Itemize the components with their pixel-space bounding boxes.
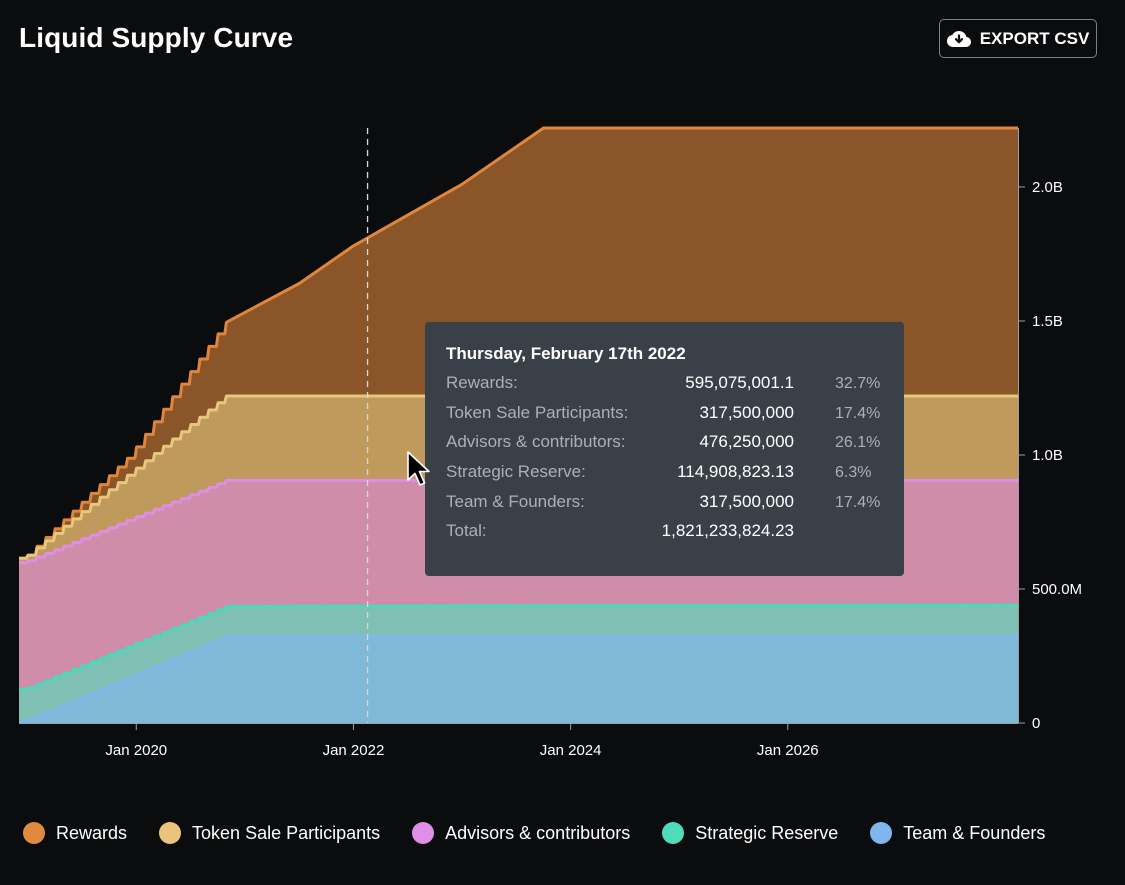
tooltip-label: Strategic Reserve: xyxy=(446,462,586,482)
legend-label: Token Sale Participants xyxy=(192,822,381,843)
export-csv-button[interactable]: EXPORT CSV xyxy=(939,19,1097,58)
tooltip-pct: 6.3% xyxy=(835,464,872,482)
x-tick-label: Jan 2026 xyxy=(757,742,819,759)
x-tick-label: Jan 2022 xyxy=(323,742,385,759)
tooltip-value: 595,075,001.1 xyxy=(685,373,794,392)
tooltip-value: 476,250,000 xyxy=(699,432,794,452)
y-tick-label: 1.0B xyxy=(1032,447,1063,464)
line-strategic-reserve xyxy=(19,603,1019,691)
tooltip-label: Team & Founders: xyxy=(446,491,585,511)
line-advisors-contributors xyxy=(19,478,1018,565)
cloud-download-icon xyxy=(946,30,971,47)
line-team-founders xyxy=(19,634,1018,724)
legend-item-advisors-contributors[interactable]: Advisors & contributors xyxy=(412,822,630,844)
tooltip-value: 317,500,000 xyxy=(699,491,794,511)
legend-item-token-sale-participants[interactable]: Token Sale Participants xyxy=(159,822,380,844)
legend-item-strategic-reserve[interactable]: Strategic Reserve xyxy=(662,822,838,844)
legend-label: Rewards xyxy=(56,822,128,843)
tooltip-pct: 26.1% xyxy=(835,434,881,452)
y-tick-label: 2.0B xyxy=(1032,179,1063,196)
legend-label: Strategic Reserve xyxy=(695,822,839,843)
line-rewards xyxy=(19,126,1018,560)
x-tick-label: Jan 2024 xyxy=(540,742,602,759)
tooltip-row: Total: 1,821,233,824.23 xyxy=(446,521,883,551)
tooltip-label: Rewards: xyxy=(446,373,518,392)
legend-label: Advisors & contributors xyxy=(445,822,631,843)
legend-dot xyxy=(870,822,893,844)
y-tick-label: 500.0M xyxy=(1032,581,1082,598)
tooltip-value: 1,821,233,824.23 xyxy=(661,521,794,541)
legend-dot xyxy=(23,822,45,844)
chart-tooltip: Thursday, February 17th 2022 Rewards: 595… xyxy=(425,322,904,576)
x-tick-label: Jan 2020 xyxy=(105,742,167,759)
tooltip-row: Team & Founders: 317,500,000 17.4% xyxy=(446,492,883,522)
tooltip-value: 317,500,000 xyxy=(699,402,794,422)
tooltip-row: Advisors & contributors: 476,250,000 26.1% xyxy=(446,432,883,462)
area-team-founders xyxy=(19,635,1018,723)
legend-dot xyxy=(412,822,435,844)
tooltip-pct: 17.4% xyxy=(835,493,881,511)
tooltip-pct: 17.4% xyxy=(835,404,881,422)
chart-legend: Rewards Token Sale Participants Advisors &… xyxy=(23,822,1077,844)
tooltip-value: 114,908,823.13 xyxy=(677,462,794,482)
legend-label: Team & Founders xyxy=(903,822,1046,843)
mouse-pointer-icon xyxy=(407,451,430,486)
tooltip-label: Token Sale Participants: xyxy=(446,402,629,422)
tooltip-label: Advisors & contributors: xyxy=(446,432,626,452)
tooltip-pct: 32.7% xyxy=(835,375,881,392)
tooltip-row: Token Sale Participants: 317,500,000 17.4% xyxy=(446,403,883,433)
legend-item-team-founders[interactable]: Team & Founders xyxy=(870,822,1045,844)
export-csv-label: EXPORT CSV xyxy=(979,28,1090,48)
tooltip-label: Total: xyxy=(446,521,487,541)
y-tick-label: 1.5B xyxy=(1032,313,1063,330)
tooltip-date: Thursday, February 17th 2022 xyxy=(446,344,686,363)
y-tick-label: 0 xyxy=(1032,715,1040,732)
tooltip-row: Rewards: 595,075,001.1 32.7% xyxy=(446,373,883,403)
tooltip-row: Strategic Reserve: 114,908,823.13 6.3% xyxy=(446,462,883,492)
legend-dot xyxy=(159,822,182,844)
legend-item-rewards[interactable]: Rewards xyxy=(23,822,127,844)
line-token-sale-participants xyxy=(19,394,1018,560)
legend-dot xyxy=(662,822,685,844)
page-title: Liquid Supply Curve xyxy=(19,22,294,53)
